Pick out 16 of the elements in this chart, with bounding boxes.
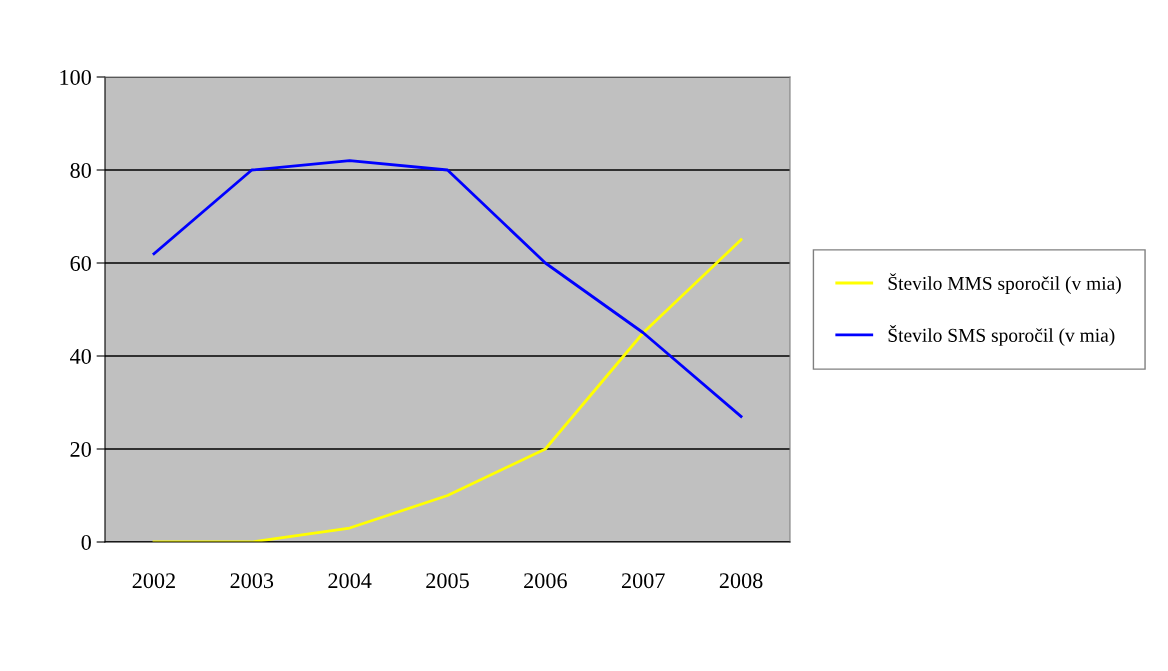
- y-tick-label: 0: [81, 534, 91, 550]
- x-tick-label: 2002: [132, 573, 175, 589]
- y-tick-label: 60: [70, 255, 91, 271]
- line-series: [152, 159, 743, 418]
- y-tick-label: 40: [70, 348, 91, 364]
- legend-label: Število MMS sporočil (v mia): [888, 273, 1121, 294]
- x-tick-label: 2008: [719, 573, 763, 589]
- x-tick-label: 2007: [621, 573, 665, 589]
- x-tick-label: 2005: [426, 573, 469, 589]
- y-tick-label: 100: [60, 69, 91, 85]
- x-tick-label: 2004: [328, 573, 372, 589]
- legend-label: Število SMS sporočil (v mia): [888, 325, 1115, 346]
- x-tick-label: 2003: [230, 573, 274, 589]
- x-tick-label: 2006: [524, 573, 567, 589]
- y-tick-label: 20: [70, 441, 91, 457]
- y-tick-label: 80: [70, 162, 91, 178]
